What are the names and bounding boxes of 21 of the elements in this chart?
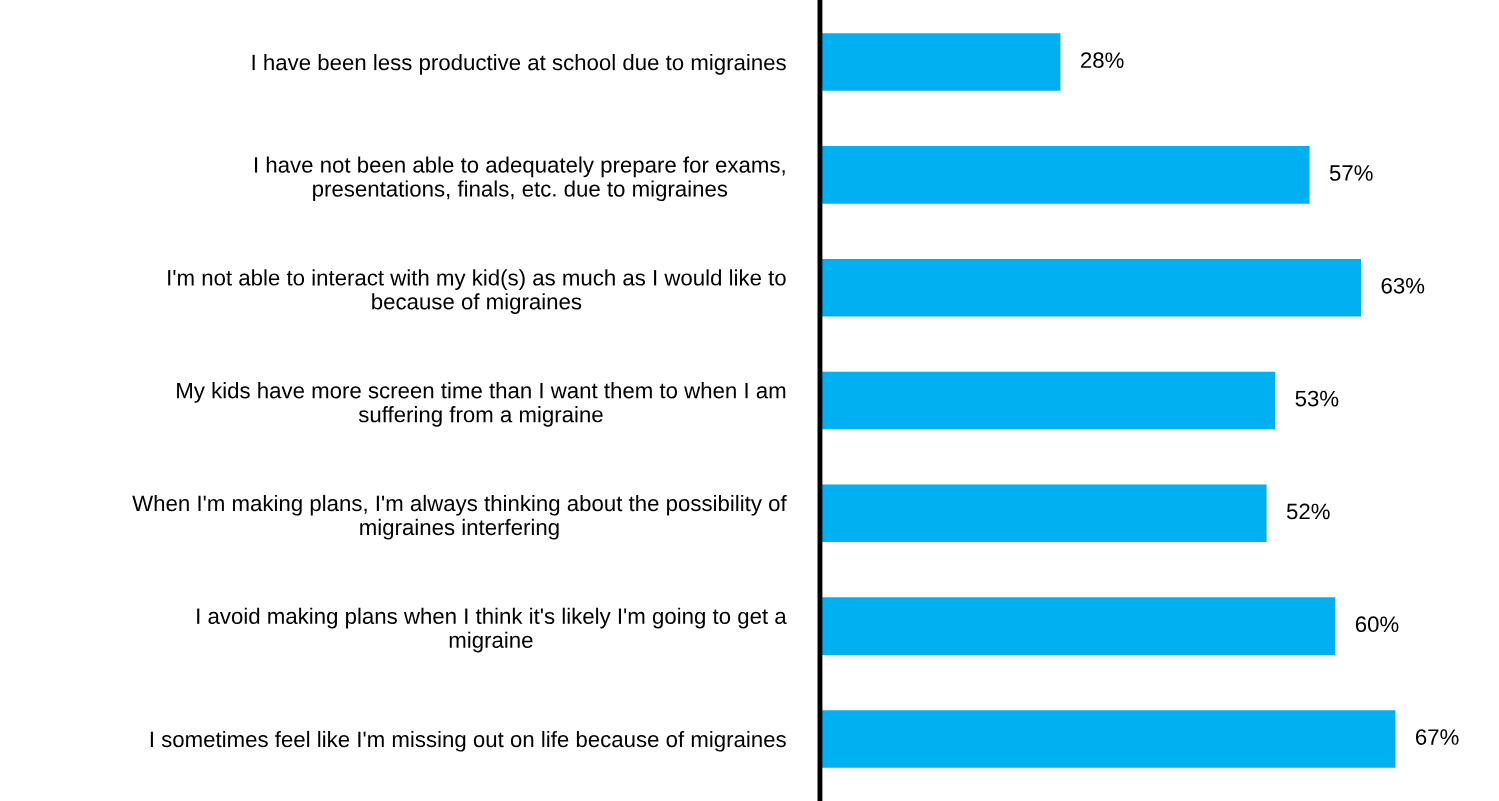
data-label: 60% xyxy=(1355,616,1399,633)
bar xyxy=(819,258,1362,317)
data-label: 63% xyxy=(1381,277,1425,294)
bar xyxy=(819,33,1061,91)
bar xyxy=(819,484,1267,543)
data-label: 52% xyxy=(1286,503,1330,520)
y-tick-label: I avoid making plans when I think it's likely I'm going to get a migraine xyxy=(197,607,787,653)
y-tick-label: I sometimes feel like I'm missing out on life because of migraines xyxy=(150,730,786,752)
y-tick-label: I'm not able to interact with my kid(s) as much as I would like to because of migraines xyxy=(168,269,786,314)
bar xyxy=(819,146,1310,204)
bar xyxy=(819,710,1396,768)
y-tick-label: I have been less productive at school due to migraines xyxy=(252,54,786,75)
y-tick-label: When I'm making plans, I'm always thinking about the possibility of migraines interfering xyxy=(132,494,787,540)
data-label: 53% xyxy=(1295,390,1339,407)
data-label: 28% xyxy=(1081,52,1124,69)
data-label: 57% xyxy=(1329,165,1373,181)
y-tick-label: My kids have more screen time than I want them to when I am suffering from a migraine xyxy=(177,382,786,427)
y-tick-label: I have not been able to adequately prepare for exams, presentations, finals, etc. due to migraines xyxy=(255,156,785,202)
data-label: 67% xyxy=(1415,729,1459,745)
bar xyxy=(819,597,1336,655)
bar xyxy=(819,371,1276,430)
